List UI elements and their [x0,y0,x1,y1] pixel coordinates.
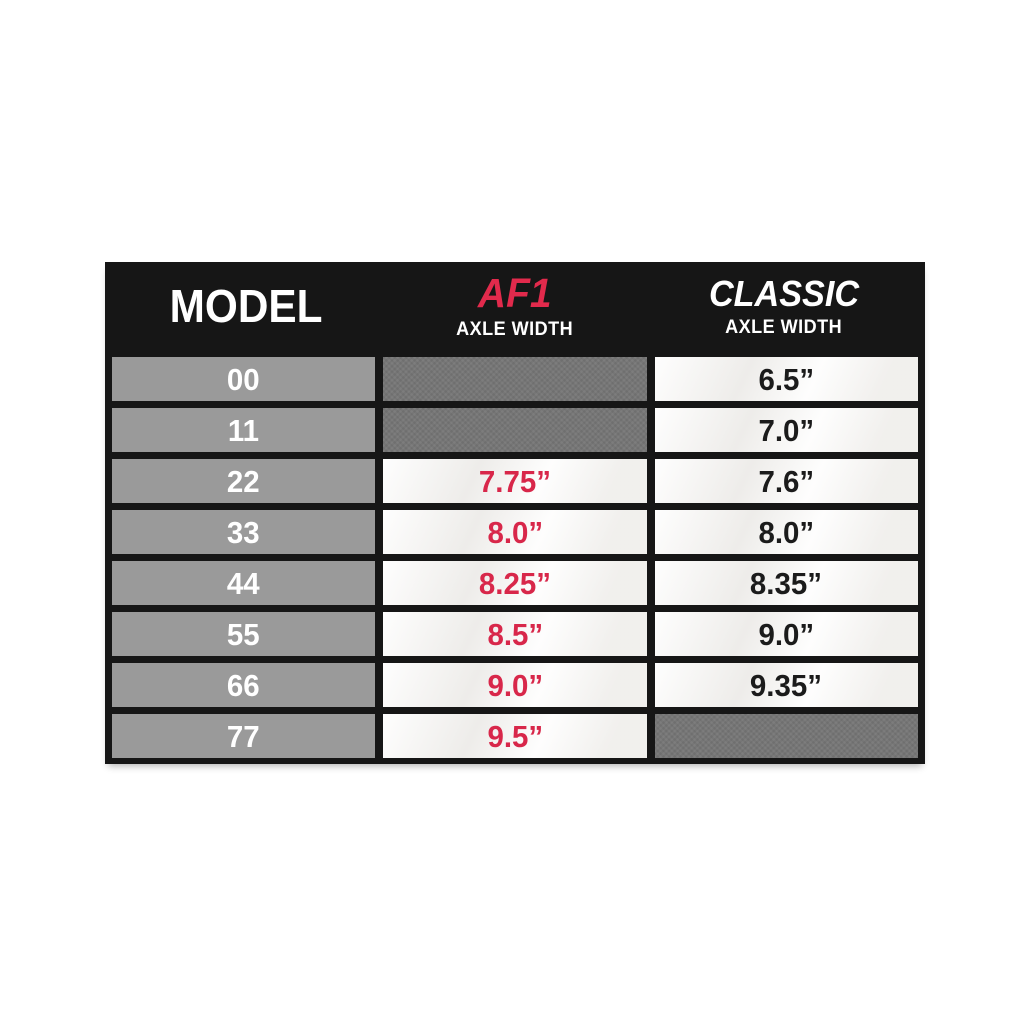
model-cell-text: 66 [227,667,261,703]
table-body: 00 6.5” 11 7.0” 22 7.75” 7.6” 33 8.0” 8.0” 44 8.25”… [112,357,918,758]
model-cell: 00 [112,357,376,401]
af1-value-cell: 7.75” [383,459,647,503]
af1-value-cell-text: 7.75” [478,463,552,499]
model-cell: 44 [112,561,376,605]
table-row: 44 8.25” 8.35” [112,561,918,605]
model-cell: 66 [112,663,376,707]
table-row: 66 9.0” 9.35” [112,663,918,707]
header-model: MODEL [112,283,381,329]
classic-value-cell-text: 7.6” [758,463,815,499]
classic-value-cell-text: 6.5” [758,361,815,397]
header-af1-label: AF1 [478,270,552,316]
af1-value-cell: 9.5” [383,714,647,758]
classic-value-cell: 9.0” [654,612,918,656]
classic-empty-cell [654,714,918,758]
classic-value-cell: 8.0” [654,510,918,554]
axle-width-comparison-table: MODEL AF1 AXLE WIDTH CLASSIC AXLE WIDTH … [105,262,925,764]
classic-value-cell-text: 7.0” [758,412,815,448]
classic-value-cell: 8.35” [654,561,918,605]
af1-value-cell-text: 8.0” [487,514,543,550]
model-cell-text: 77 [227,718,261,754]
classic-value-cell-text: 8.35” [750,565,823,601]
header-af1: AF1 AXLE WIDTH [381,270,650,340]
af1-empty-cell [383,357,647,401]
model-cell: 22 [112,459,376,503]
header-classic: CLASSIC AXLE WIDTH [649,272,918,338]
header-classic-label: CLASSIC [708,272,859,314]
model-cell-text: 11 [228,412,260,448]
af1-value-cell: 8.5” [383,612,647,656]
model-cell-text: 00 [227,361,261,397]
classic-value-cell: 9.35” [654,663,918,707]
classic-value-cell: 7.0” [654,408,918,452]
model-cell-text: 55 [227,616,261,652]
classic-value-cell-text: 9.35” [750,667,823,703]
model-cell-text: 44 [227,565,261,601]
table-row: 33 8.0” 8.0” [112,510,918,554]
model-cell-text: 33 [227,514,261,550]
af1-value-cell-text: 9.5” [487,718,543,754]
header-classic-sublabel: AXLE WIDTH [725,316,843,338]
classic-value-cell: 7.6” [654,459,918,503]
classic-value-cell-text: 8.0” [758,514,815,550]
af1-empty-cell [383,408,647,452]
header-model-label: MODEL [169,280,323,332]
classic-value-cell-text: 9.0” [758,616,815,652]
af1-value-cell-text: 8.5” [487,616,543,652]
table-header-row: MODEL AF1 AXLE WIDTH CLASSIC AXLE WIDTH [112,262,918,350]
af1-value-cell-text: 8.25” [478,565,552,601]
af1-value-cell-text: 9.0” [487,667,543,703]
af1-value-cell: 8.0” [383,510,647,554]
table-row: 11 7.0” [112,408,918,452]
header-af1-sublabel: AXLE WIDTH [456,319,574,340]
table-row: 77 9.5” [112,714,918,758]
model-cell: 55 [112,612,376,656]
model-cell: 33 [112,510,376,554]
model-cell: 11 [112,408,376,452]
classic-value-cell: 6.5” [654,357,918,401]
model-cell: 77 [112,714,376,758]
table-row: 55 8.5” 9.0” [112,612,918,656]
table-row: 00 6.5” [112,357,918,401]
model-cell-text: 22 [227,463,261,499]
table-row: 22 7.75” 7.6” [112,459,918,503]
af1-value-cell: 8.25” [383,561,647,605]
af1-value-cell: 9.0” [383,663,647,707]
